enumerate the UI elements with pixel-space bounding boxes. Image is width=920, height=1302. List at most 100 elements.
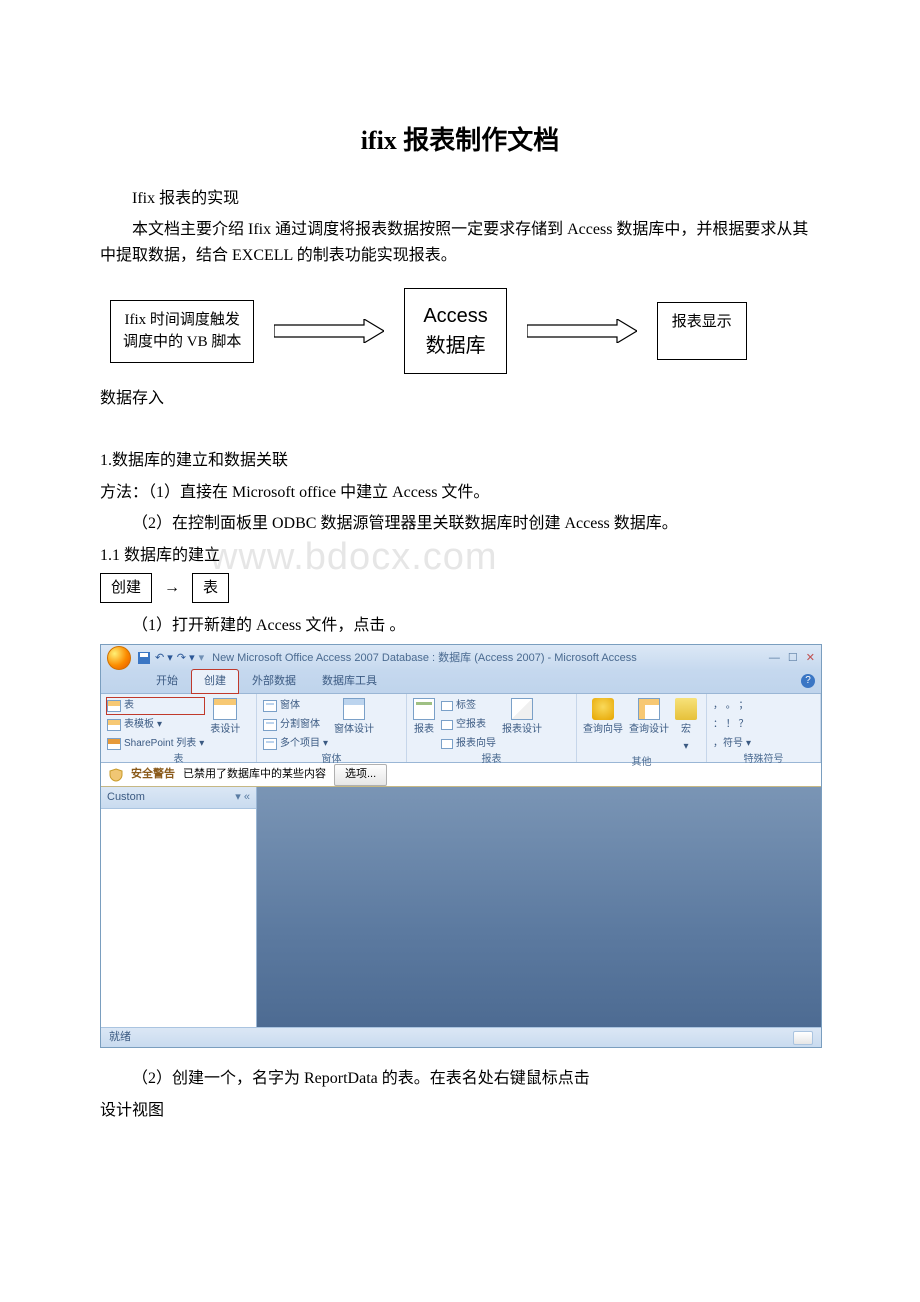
- ribbon-btn-multi[interactable]: 多个项目 ▾: [263, 736, 328, 752]
- undo-icon[interactable]: ↶ ▾: [155, 650, 173, 668]
- ribbon-group-symbols-label: 特殊符号: [713, 752, 814, 768]
- query-design-icon: [638, 698, 660, 720]
- help-icon[interactable]: ?: [801, 674, 815, 688]
- heading-1: 1.数据库的建立和数据关联: [100, 448, 820, 474]
- report-design-icon: [511, 698, 533, 720]
- ribbon-btn-tabletpl[interactable]: 表模板 ▾: [107, 717, 204, 733]
- save-icon[interactable]: [137, 651, 151, 665]
- create-table-flow: 创建 → 表: [100, 573, 820, 603]
- access-screenshot: ↶ ▾ ↷ ▾ ▾ New Microsoft Office Access 20…: [100, 644, 822, 1048]
- nav-pane[interactable]: Custom ▾ «: [101, 787, 257, 1027]
- quick-access-toolbar[interactable]: ↶ ▾ ↷ ▾ ▾: [137, 650, 204, 668]
- ribbon-btn-formdesign[interactable]: 窗体设计: [334, 698, 374, 738]
- flow-box2-line1: Access: [423, 301, 487, 331]
- ribbon-btn-tabletpl-label: 表模板: [124, 717, 154, 733]
- status-bar: 就绪: [101, 1027, 821, 1047]
- flow-box1-line1: Ifix 时间调度触发: [123, 309, 241, 332]
- ribbon-btn-reportwiz[interactable]: 报表向导: [441, 736, 496, 752]
- ribbon-btn-formdesign-label: 窗体设计: [334, 722, 374, 738]
- security-label: 安全警告: [131, 766, 175, 784]
- ribbon-group-symbols: ， 。 ； ： ！ ？ ，符号 ▾ 特殊符号: [707, 694, 821, 762]
- para-designview: 设计视图: [100, 1098, 820, 1124]
- table-template-icon: [107, 719, 121, 731]
- para-method1: 方法：（1）直接在 Microsoft office 中建立 Access 文件…: [100, 480, 820, 506]
- nav-pane-header[interactable]: Custom ▾ «: [101, 787, 256, 809]
- ribbon-btn-report-label: 报表: [414, 722, 434, 738]
- para-step2: （2）创建一个，名字为 ReportData 的表。在表名处右键鼠标点击: [100, 1066, 820, 1092]
- split-form-icon: [263, 719, 277, 731]
- view-switch-icon[interactable]: [793, 1031, 813, 1045]
- ribbon-btn-querydesign[interactable]: 查询设计: [629, 698, 669, 738]
- minimize-icon[interactable]: —: [769, 650, 780, 668]
- arrow-small-icon: →: [164, 575, 180, 601]
- ribbon-symbols-row3-label: ，符号: [713, 736, 743, 752]
- ribbon-symbols-row3[interactable]: ，符号 ▾: [713, 736, 751, 752]
- ribbon-symbols-row2[interactable]: ： ！ ？: [713, 717, 751, 733]
- maximize-icon[interactable]: ☐: [788, 650, 798, 668]
- status-text: 就绪: [109, 1029, 131, 1047]
- office-orb-icon[interactable]: [107, 646, 131, 670]
- ribbon-btn-form-label: 窗体: [280, 698, 300, 714]
- flow-arrow-1: [274, 319, 384, 343]
- ribbon-btn-macro[interactable]: 宏 ▾: [675, 698, 697, 755]
- form-design-icon: [343, 698, 365, 720]
- ribbon-btn-splitform[interactable]: 分割窗体: [263, 717, 328, 733]
- ribbon-group-other: 查询向导 查询设计 宏 ▾ 其他: [577, 694, 707, 762]
- access-workarea: Custom ▾ «: [101, 787, 821, 1027]
- shield-icon: [109, 768, 123, 782]
- flow-box-2: Access 数据库: [404, 288, 506, 374]
- para-intro1: Ifix 报表的实现: [100, 186, 820, 212]
- document-canvas: [257, 787, 821, 1027]
- security-options-button[interactable]: 选项...: [334, 764, 387, 786]
- nav-collapse-icon[interactable]: ▾ «: [235, 789, 250, 807]
- label-icon: [441, 701, 453, 711]
- table-design-icon: [213, 698, 237, 720]
- ribbon-group-tables: 表 表模板 ▾ SharePoint 列表 ▾ 表设计 表: [101, 694, 257, 762]
- ribbon: 表 表模板 ▾ SharePoint 列表 ▾ 表设计 表 窗体 分割窗体 多个…: [101, 693, 821, 763]
- flow-box3-text: 报表显示: [670, 311, 734, 334]
- ribbon-btn-multi-label: 多个项目: [280, 736, 320, 752]
- security-text: 已禁用了数据库中的某些内容: [183, 766, 326, 784]
- tab-external[interactable]: 外部数据: [239, 669, 309, 694]
- para-intro2: 本文档主要介绍 Ifix 通过调度将报表数据按照一定要求存储到 Access 数…: [100, 217, 820, 268]
- para-method2: （2）在控制面板里 ODBC 数据源管理器里关联数据库时创建 Access 数据…: [100, 511, 820, 537]
- ribbon-btn-querywiz[interactable]: 查询向导: [583, 698, 623, 738]
- blank-report-icon: [441, 720, 453, 730]
- ribbon-btn-querywiz-label: 查询向导: [583, 722, 623, 738]
- ribbon-btn-reportdesign-label: 报表设计: [502, 722, 542, 738]
- sharepoint-icon: [107, 738, 121, 750]
- ribbon-btn-sharepoint[interactable]: SharePoint 列表 ▾: [107, 736, 204, 752]
- ribbon-btn-report[interactable]: 报表: [413, 698, 435, 738]
- ribbon-btn-tabledesign[interactable]: 表设计: [210, 698, 240, 738]
- tab-create[interactable]: 创建: [191, 669, 239, 695]
- flow-box-3: 报表显示: [657, 302, 747, 360]
- report-wizard-icon: [441, 739, 453, 749]
- doc-title: ifix 报表制作文档: [100, 120, 820, 162]
- redo-icon[interactable]: ↷ ▾: [177, 650, 195, 668]
- ribbon-btn-form[interactable]: 窗体: [263, 698, 328, 714]
- ribbon-btn-reportwiz-label: 报表向导: [456, 736, 496, 752]
- para-datastore: 数据存入: [100, 386, 820, 412]
- ribbon-btn-reportdesign[interactable]: 报表设计: [502, 698, 542, 738]
- ribbon-btn-table-label: 表: [124, 698, 134, 714]
- tab-dbtools[interactable]: 数据库工具: [309, 669, 390, 694]
- form-icon: [263, 700, 277, 712]
- ribbon-btn-label-label: 标签: [456, 698, 476, 714]
- ribbon-group-reports: 报表 标签 空报表 报表向导 报表设计 报表: [407, 694, 577, 762]
- nav-pane-title: Custom: [107, 789, 145, 807]
- tab-start[interactable]: 开始: [143, 669, 191, 694]
- btn-create-box: 创建: [100, 573, 152, 603]
- ribbon-group-reports-label: 报表: [413, 752, 570, 768]
- ribbon-btn-querydesign-label: 查询设计: [629, 722, 669, 738]
- ribbon-symbols-row1[interactable]: ， 。 ；: [713, 698, 751, 714]
- ribbon-btn-table[interactable]: 表: [107, 698, 204, 714]
- macro-icon: [675, 698, 697, 720]
- flow-box2-line2: 数据库: [423, 331, 487, 361]
- close-icon[interactable]: ✕: [806, 650, 815, 668]
- ribbon-btn-splitform-label: 分割窗体: [280, 717, 320, 733]
- ribbon-btn-label[interactable]: 标签: [441, 698, 496, 714]
- access-titlebar: ↶ ▾ ↷ ▾ ▾ New Microsoft Office Access 20…: [101, 645, 821, 671]
- ribbon-btn-blankreport[interactable]: 空报表: [441, 717, 496, 733]
- nav-pane-body: [101, 809, 256, 1027]
- qat-dropdown-icon[interactable]: ▾: [199, 650, 205, 668]
